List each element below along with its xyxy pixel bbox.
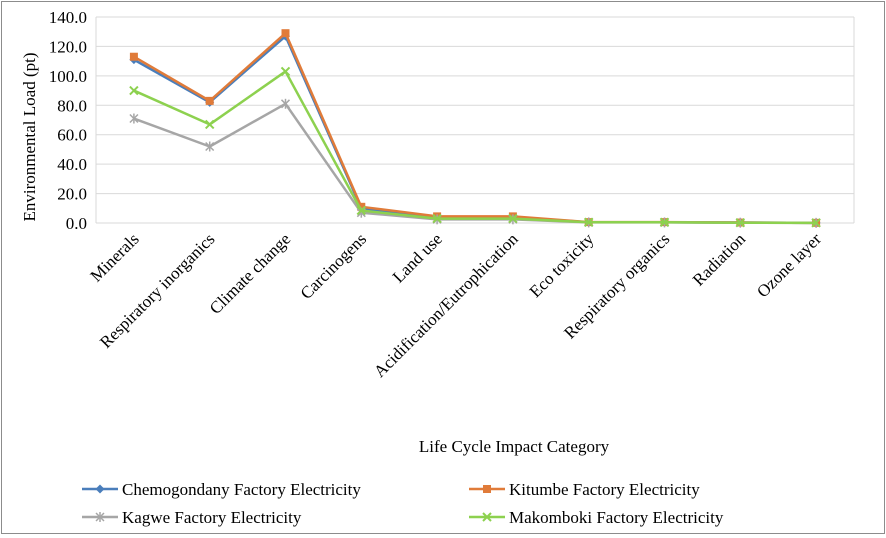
series-line	[133, 102, 817, 225]
data-point	[735, 217, 746, 228]
x-category-label: Land use	[389, 229, 446, 286]
series-1	[129, 29, 821, 227]
y-tick-labels: 0.0 20.0 40.0 60.0 80.0 100.0 120.0 140.0	[49, 8, 87, 233]
data-point	[280, 66, 291, 77]
legend-entry-1: Kitumbe Factory Electricity	[469, 480, 700, 499]
data-point	[432, 213, 442, 224]
data-point	[205, 96, 214, 105]
x-category-label: Radiation	[689, 229, 750, 290]
series-0	[129, 31, 821, 228]
data-point	[583, 217, 594, 227]
x-axis-title: Life Cycle Impact Category	[419, 437, 610, 456]
legend-entry-0: Chemogondany Factory Electricity	[82, 480, 361, 499]
x-category-label: Minerals	[87, 229, 143, 285]
y-tick-label: 100.0	[49, 67, 87, 86]
legend-label: Chemogondany Factory Electricity	[122, 480, 361, 499]
data-point	[659, 217, 670, 227]
data-point	[356, 205, 367, 216]
legend-marker	[483, 485, 491, 493]
legend-marker	[95, 484, 105, 494]
data-point	[811, 218, 821, 228]
x-category-label: Ozone layer	[753, 229, 825, 301]
data-point	[205, 141, 215, 152]
series-line	[133, 70, 817, 225]
y-tick-label: 120.0	[49, 37, 87, 56]
data-point	[508, 213, 518, 224]
data-point	[129, 113, 139, 124]
y-tick-label: 60.0	[57, 126, 87, 145]
series-line	[133, 31, 817, 225]
gridlines	[95, 16, 855, 224]
series-lines	[129, 29, 821, 228]
series-line	[133, 34, 817, 225]
series-3	[129, 66, 821, 228]
x-category-label: Climate change	[206, 229, 295, 318]
y-tick-label: 0.0	[66, 214, 87, 233]
y-axis-title: Environmental Load (pt)	[20, 52, 39, 221]
data-point	[357, 202, 366, 211]
y-tick-label: 140.0	[49, 8, 87, 27]
legend-label: Kagwe Factory Electricity	[122, 508, 302, 527]
data-point	[129, 85, 139, 96]
legend-label: Kitumbe Factory Electricity	[509, 480, 700, 499]
x-category-label: Acidification/Eutrophication	[370, 229, 522, 381]
y-tick-label: 20.0	[57, 185, 87, 204]
x-category-label: Eco toxicity	[526, 229, 598, 301]
y-tick-label: 40.0	[57, 155, 87, 174]
y-tick-label: 80.0	[57, 96, 87, 115]
data-point	[280, 98, 291, 109]
legend-entry-3: Makomboki Factory Electricity	[469, 508, 724, 527]
data-point	[129, 52, 138, 61]
series-2	[129, 98, 821, 228]
data-point	[281, 29, 290, 38]
legend-entry-2: Kagwe Factory Electricity	[82, 508, 302, 527]
legend-marker	[95, 512, 105, 522]
legend-marker	[482, 512, 492, 522]
data-point	[204, 119, 215, 130]
legend-label: Makomboki Factory Electricity	[509, 508, 724, 527]
legend: Chemogondany Factory Electricity Kitumbe …	[82, 480, 724, 527]
x-category-label: Carcinogens	[297, 229, 371, 303]
